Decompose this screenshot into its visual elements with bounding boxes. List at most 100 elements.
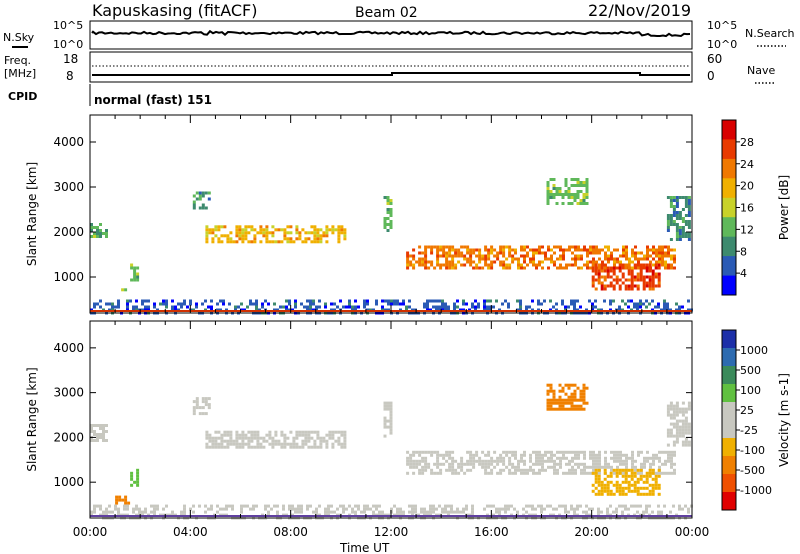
power-cell bbox=[576, 190, 580, 193]
velocity-cell bbox=[616, 456, 619, 460]
velocity-cell bbox=[472, 462, 476, 466]
velocity-cell bbox=[363, 507, 366, 511]
velocity-cell bbox=[472, 465, 476, 469]
power-cell bbox=[576, 181, 580, 184]
power-cell bbox=[271, 225, 275, 229]
velocity-cell bbox=[313, 445, 317, 449]
velocity-cell bbox=[493, 465, 497, 469]
velocity-cell bbox=[366, 504, 369, 508]
velocity-cell bbox=[255, 504, 258, 508]
power-cell bbox=[576, 193, 580, 196]
velocity-cell bbox=[678, 431, 682, 435]
power-cell bbox=[285, 299, 288, 303]
power-cell bbox=[429, 299, 432, 303]
power-cell bbox=[451, 260, 455, 264]
power-cell bbox=[389, 223, 393, 226]
velocity-cell bbox=[606, 489, 610, 493]
power-cell bbox=[241, 231, 245, 235]
power-cell bbox=[465, 302, 468, 306]
power-cell bbox=[598, 257, 601, 261]
power-cell bbox=[571, 251, 574, 255]
velocity-cell bbox=[126, 504, 129, 508]
power-cell bbox=[579, 199, 583, 202]
power-cell bbox=[495, 299, 498, 303]
power-cell bbox=[639, 266, 643, 270]
velocity-cell bbox=[642, 486, 646, 490]
velocity-cell bbox=[298, 445, 302, 449]
velocity-cell bbox=[573, 389, 577, 393]
velocity-cell bbox=[436, 462, 440, 466]
velocity-cell bbox=[508, 459, 512, 463]
y-axis-title: Slant Range [km] bbox=[25, 162, 39, 266]
power-cell bbox=[606, 269, 610, 273]
power-cell bbox=[654, 284, 658, 288]
power-cell bbox=[441, 299, 444, 303]
velocity-cell bbox=[637, 453, 640, 457]
power-cell bbox=[678, 229, 682, 232]
velocity-cell bbox=[654, 477, 658, 481]
velocity-cell bbox=[546, 404, 550, 408]
velocity-cell bbox=[597, 510, 600, 514]
power-cell bbox=[478, 257, 482, 261]
velocity-cell bbox=[271, 445, 275, 449]
power-cell bbox=[255, 299, 258, 303]
velocity-cell bbox=[618, 489, 622, 493]
power-cell bbox=[598, 263, 601, 267]
power-cell bbox=[324, 305, 327, 309]
power-cell bbox=[645, 299, 648, 303]
velocity-cell bbox=[331, 436, 335, 440]
power-cell bbox=[615, 278, 619, 282]
velocity-cell bbox=[556, 456, 559, 460]
velocity-cell bbox=[532, 468, 535, 472]
power-cell bbox=[562, 266, 565, 270]
velocity-cell bbox=[642, 474, 646, 478]
power-cell bbox=[289, 237, 293, 241]
velocity-cell bbox=[448, 465, 452, 469]
power-cell bbox=[490, 266, 494, 270]
power-cell bbox=[529, 260, 532, 264]
power-cell bbox=[592, 251, 595, 255]
velocity-cell bbox=[520, 468, 523, 472]
power-cell bbox=[189, 299, 192, 303]
velocity-cell bbox=[226, 430, 230, 434]
velocity-cell bbox=[96, 424, 99, 427]
power-cell bbox=[244, 228, 248, 232]
velocity-cell bbox=[432, 507, 435, 511]
velocity-cell bbox=[424, 465, 428, 469]
power-cell bbox=[684, 220, 688, 223]
velocity-cell bbox=[136, 483, 140, 487]
velocity-cell bbox=[496, 456, 500, 460]
velocity-cell bbox=[442, 453, 446, 457]
velocity-cell bbox=[430, 450, 434, 454]
power-cell bbox=[672, 205, 676, 208]
velocity-cell bbox=[171, 510, 174, 514]
velocity-cell bbox=[481, 462, 485, 466]
velocity-cell bbox=[241, 433, 245, 437]
power-cell bbox=[126, 305, 129, 309]
velocity-cell bbox=[460, 459, 464, 463]
velocity-cell bbox=[567, 510, 570, 514]
power-cell bbox=[445, 257, 449, 261]
velocity-cell bbox=[192, 409, 196, 413]
velocity-cell bbox=[597, 507, 600, 511]
velocity-cell bbox=[456, 507, 459, 511]
power-cell bbox=[457, 260, 461, 264]
velocity-cell bbox=[226, 442, 230, 446]
velocity-cell bbox=[363, 504, 366, 508]
velocity-cell bbox=[499, 453, 503, 457]
velocity-cell bbox=[408, 510, 411, 514]
power-cell bbox=[286, 237, 290, 241]
velocity-cell bbox=[667, 459, 670, 463]
power-cell bbox=[666, 214, 670, 217]
velocity-cell bbox=[319, 445, 323, 449]
velocity-cell bbox=[525, 504, 528, 508]
power-cell bbox=[667, 266, 670, 270]
nave-label: Nave bbox=[747, 64, 775, 77]
power-cell bbox=[130, 263, 134, 267]
velocity-cell bbox=[150, 504, 153, 508]
power-cell bbox=[618, 266, 622, 270]
velocity-cell bbox=[634, 468, 637, 472]
velocity-cell bbox=[606, 507, 609, 511]
velocity-cell bbox=[582, 392, 586, 396]
